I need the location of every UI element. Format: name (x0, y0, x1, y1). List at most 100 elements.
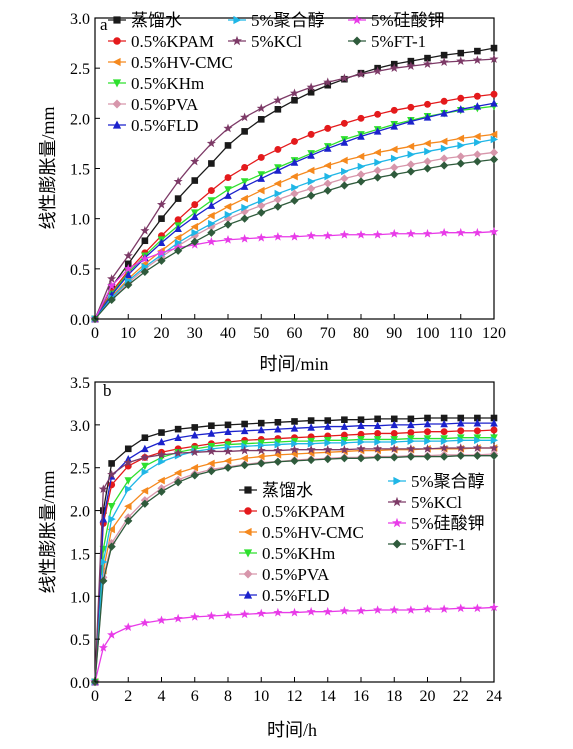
panel-a-data-point (123, 264, 133, 273)
panel-b-data-point (390, 453, 399, 462)
panel-b-data-point (108, 460, 115, 467)
panel-a-data-point (406, 167, 415, 176)
panel-b-y-axis-label: 线性膨胀量/mm (38, 470, 58, 593)
panel-b-data-point (456, 419, 465, 427)
panel-a-data-point (356, 177, 366, 186)
panel-b-data-point (490, 436, 499, 445)
panel-b-x-tick-label: 6 (191, 688, 199, 705)
panel-b-data-point (390, 420, 399, 429)
legend-label: 0.5%FLD (262, 586, 330, 605)
panel-a-data-point (423, 164, 432, 173)
panel-b-data-point (489, 602, 499, 612)
panel-b-data-point (291, 439, 299, 448)
legend-label: 0.5%KPAM (131, 32, 214, 51)
panel-b-data-point (207, 429, 216, 437)
legend-label: 0.5%PVA (262, 565, 330, 584)
panel-b-data-point (190, 463, 199, 472)
panel-b-data-point (389, 605, 399, 614)
panel-a-data-point (207, 197, 216, 205)
panel-a-data-point (490, 90, 498, 98)
panel-a-data-point (423, 139, 431, 148)
panel-a-data-point (140, 254, 150, 263)
panel-b-data-point (273, 607, 283, 617)
panel-a-data-point (340, 138, 349, 146)
panel-b-data-point (423, 435, 432, 443)
panel-a-data-point (406, 61, 416, 71)
panel-b-data-point (257, 439, 266, 447)
panel-b-data-point (191, 424, 199, 431)
panel-b-y-tick-label: 0.0 (70, 675, 90, 692)
legend-swatch-marker (244, 486, 252, 494)
panel-a-data-point (390, 163, 399, 172)
panel-b-data-point (440, 428, 448, 436)
legend-label: 5%KCl (411, 493, 462, 512)
legend-swatch-marker (113, 37, 121, 45)
panel-b-data-point (274, 418, 282, 426)
panel-a-x-tick-label: 60 (287, 325, 303, 342)
panel-b-data-point (173, 448, 183, 458)
panel-a-x-tick-label: 40 (220, 325, 236, 342)
panel-b-data-point (424, 437, 432, 445)
panel-b-data-point (390, 429, 398, 437)
panel-b-data-point (490, 419, 498, 427)
panel-a-data-point (389, 228, 399, 238)
panel-a-series-0-5-khm-3 (91, 102, 498, 324)
panel-b-x-axis-label: 时间/h (267, 720, 317, 740)
panel-a-data-point (440, 144, 449, 153)
panel-a-data-point (407, 57, 415, 65)
panel-a-data-point (473, 102, 482, 110)
panel-a-data-point (141, 263, 149, 271)
panel-a-data-point (489, 226, 499, 236)
panel-a-data-point (422, 59, 433, 69)
panel-b-data-point (424, 428, 431, 436)
panel-b-data-point (274, 425, 282, 433)
panel-b-data-point (374, 429, 382, 437)
panel-b-data-point (373, 444, 383, 453)
panel-b-data-point (140, 487, 149, 495)
panel-a-data-point (373, 229, 383, 239)
legend-swatch-marker (393, 476, 402, 486)
panel-a-data-point (274, 189, 282, 198)
panel-a-legend-entry: 蒸馏水 (108, 11, 182, 30)
panel-b-axis-ticks: 0 2 4 6 8 10 12 14 16 18 20 22 240.00.51.01.52.02.53… (70, 375, 502, 705)
panel-a-data-point (124, 270, 133, 279)
panel-a-data-point (324, 124, 332, 132)
panel-b-label: b (103, 381, 112, 400)
panel-a-x-tick-label: 90 (386, 325, 402, 342)
panel-a-data-point (456, 105, 465, 113)
panel-a-data-point (240, 194, 248, 203)
panel-a-x-tick-label: 50 (253, 325, 269, 342)
panel-b-data-point (123, 457, 133, 467)
panel-a-data-point (290, 196, 299, 205)
panel-b-data-point (257, 459, 266, 468)
panel-b-data-point (473, 434, 482, 442)
panel-a-data-point (341, 167, 349, 176)
panel-a-x-axis-label: 时间/min (259, 354, 328, 374)
panel-b-data-point (140, 618, 150, 627)
legend-swatch-marker (112, 99, 122, 109)
panel-a-legend-entry: 5%聚合醇 (228, 11, 325, 30)
legend-swatch-marker (112, 57, 121, 67)
panel-b-data-point (123, 622, 133, 632)
panel-a-data-point (473, 132, 481, 141)
panel-a-data-point (123, 251, 133, 260)
panel-a-data-point (224, 174, 232, 181)
panel-b-chart: 0 2 4 6 8 10 12 14 16 18 20 22 240.00.51.01.52.02.53… (38, 375, 502, 740)
panel-b-data-point (108, 515, 116, 523)
panel-b-data-point (422, 444, 433, 453)
panel-b-series-layer (90, 414, 499, 687)
panel-b-data-point (141, 468, 149, 476)
legend-swatch-marker (352, 36, 362, 46)
panel-b-data-point (356, 444, 366, 453)
panel-b-data-point (107, 469, 117, 479)
panel-a-data-point (273, 179, 282, 188)
panel-a-data-point (257, 196, 266, 205)
panel-b-data-point (156, 450, 167, 459)
panel-b-x-tick-label: 24 (486, 688, 502, 705)
panel-b-data-point (306, 444, 316, 454)
panel-b-data-point (439, 443, 449, 452)
panel-b-data-point (407, 435, 415, 443)
panel-a-data-point (207, 228, 216, 237)
panel-b-data-point (291, 418, 298, 425)
panel-b-legend-entry: 0.5%KPAM (239, 502, 345, 521)
